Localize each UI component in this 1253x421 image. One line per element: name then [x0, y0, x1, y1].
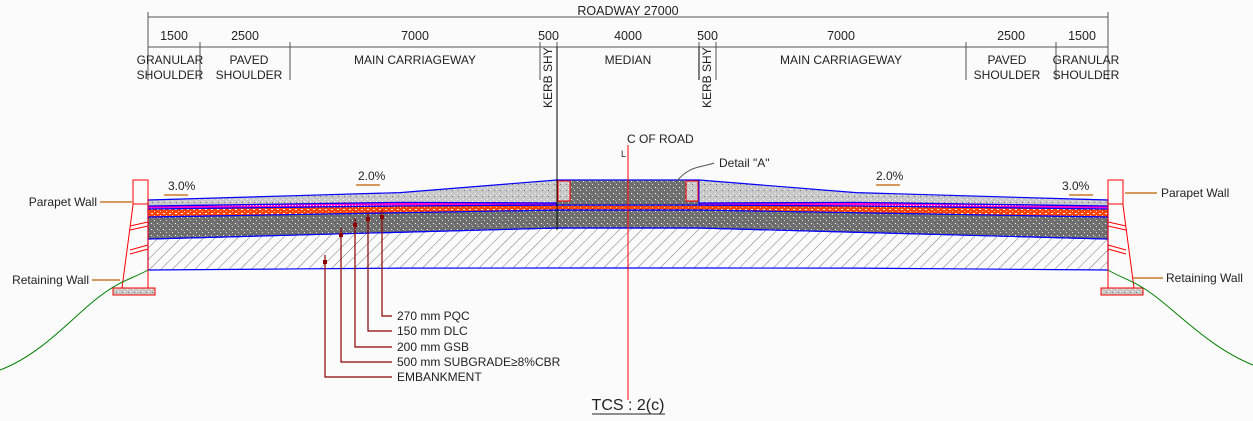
segment-label: KERB SHY — [541, 47, 555, 108]
retaining-wall-left-label: Retaining Wall — [12, 273, 89, 287]
segment-dimension: 500 — [538, 29, 559, 43]
median-kerb-left — [557, 180, 571, 202]
segment-dimension: 7000 — [827, 29, 855, 43]
layer-label: 270 mm PQC — [397, 309, 470, 323]
layer-label: 150 mm DLC — [397, 324, 468, 338]
wall-joint — [129, 244, 149, 251]
detail-a-label: Detail "A" — [719, 156, 770, 170]
layer-leader-line — [324, 255, 392, 378]
detail-leader — [675, 162, 715, 183]
segment-label: PAVED — [988, 53, 1027, 67]
wall-joint — [1107, 248, 1127, 255]
leader-marker — [366, 217, 370, 221]
wall-footing — [1100, 287, 1144, 296]
centerline-label: C OF ROAD — [627, 132, 694, 146]
segment-label: GRANULAR — [1053, 53, 1120, 67]
parapet-wall-left-label: Parapet Wall — [29, 195, 97, 209]
layer-leader-line — [367, 212, 392, 332]
segment-label-2: SHOULDER — [137, 68, 204, 82]
wall-joint — [129, 225, 149, 231]
parapet-wall — [132, 179, 149, 205]
ground-line — [1107, 269, 1253, 366]
segment-dimension: 2500 — [997, 29, 1025, 43]
segment-dimension: 2500 — [231, 29, 259, 43]
leader-marker — [353, 223, 357, 227]
roadway-dimension: ROADWAY 27000 — [577, 4, 678, 18]
segment-label: KERB SHY — [700, 47, 714, 108]
segment-label-2: SHOULDER — [974, 68, 1041, 82]
slope-right-inner: 2.0% — [876, 169, 904, 183]
parapet-wall — [1107, 179, 1124, 205]
leader-marker — [380, 215, 384, 219]
segment-label: MAIN CARRIAGEWAY — [780, 53, 902, 67]
wall-joint — [1107, 244, 1127, 251]
slope-left-outer: 3.0% — [168, 179, 196, 193]
wall-joint — [129, 248, 149, 255]
segment-label-2: SHOULDER — [216, 68, 283, 82]
layer-label: EMBANKMENT — [397, 370, 482, 384]
slope-left-inner: 2.0% — [358, 169, 386, 183]
layer-leader-line — [381, 210, 392, 317]
layer-label: 500 mm SUBGRADE≥8%CBR — [397, 355, 561, 369]
segment-label: GRANULAR — [137, 53, 204, 67]
wall-joint — [1107, 221, 1127, 227]
segment-dimension: 1500 — [160, 29, 188, 43]
walls — [0, 179, 1253, 371]
segment-dimension: 7000 — [401, 29, 429, 43]
segment-label: MAIN CARRIAGEWAY — [354, 53, 476, 67]
parapet-wall-right-label: Parapet Wall — [1161, 186, 1229, 200]
segment-dimension: 500 — [697, 29, 718, 43]
centerline-symbol: L — [621, 149, 626, 159]
leader-marker — [323, 260, 327, 264]
segment-label-2: SHOULDER — [1053, 68, 1120, 82]
segment-dimension: 4000 — [614, 29, 642, 43]
wall-joint — [1107, 225, 1127, 231]
layer-leader-line — [354, 218, 392, 348]
wall-joint — [129, 221, 149, 227]
slope-arrows — [164, 184, 1093, 196]
segment-dimension: 1500 — [1068, 29, 1096, 43]
segment-label: PAVED — [230, 53, 269, 67]
retaining-wall-right-label: Retaining Wall — [1166, 271, 1243, 285]
wall-leaders — [92, 192, 1163, 281]
segment-label: MEDIAN — [605, 53, 652, 67]
leader-marker — [339, 233, 343, 237]
wall-footing — [112, 287, 156, 296]
median-kerb-right — [685, 180, 699, 202]
ground-line — [0, 269, 149, 371]
dimension-lines — [147, 12, 1109, 80]
layer-leader-line — [340, 228, 392, 363]
slope-right-outer: 3.0% — [1062, 179, 1090, 193]
layer-label: 200 mm GSB — [397, 340, 469, 354]
drawing-title: TCS : 2(c) — [592, 397, 665, 414]
